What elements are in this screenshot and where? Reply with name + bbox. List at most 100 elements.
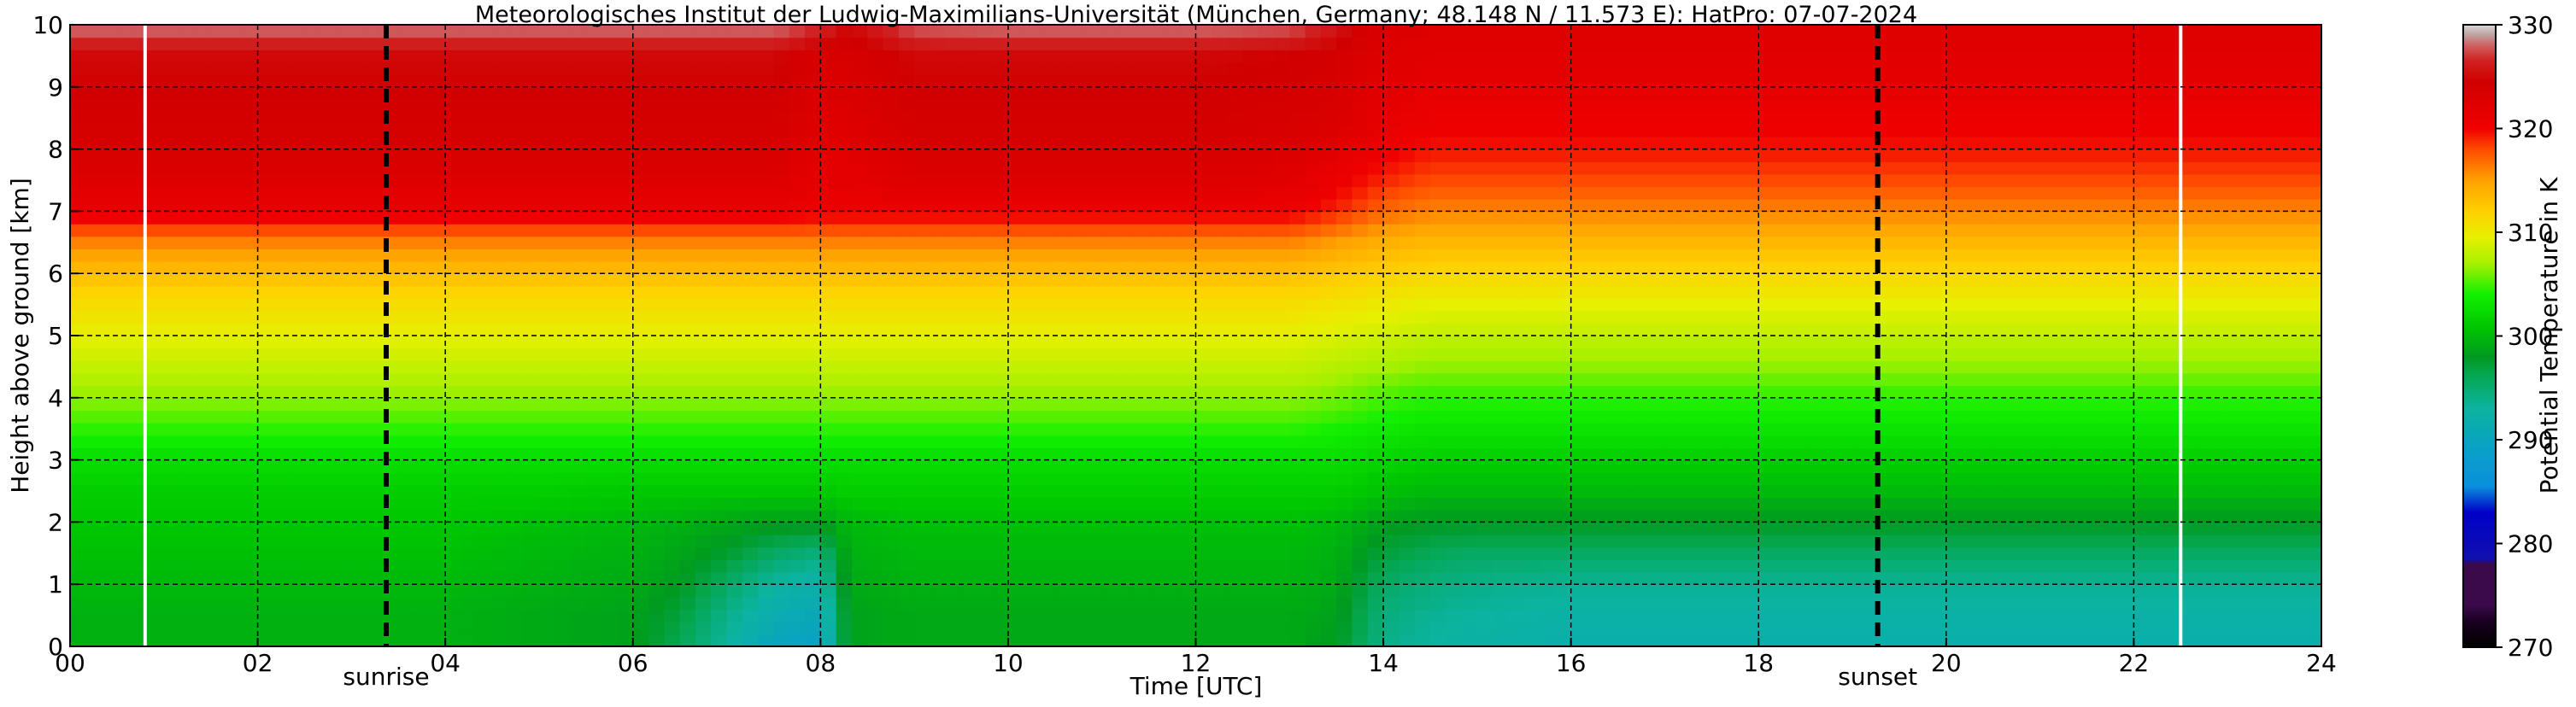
heatmap-cell: [1555, 111, 1572, 126]
heatmap-cell: [1493, 522, 1510, 535]
heatmap-cell: [523, 522, 540, 535]
heatmap-cell: [70, 522, 87, 535]
heatmap-cell: [742, 410, 759, 424]
heatmap-cell: [726, 149, 743, 162]
heatmap-cell: [195, 397, 212, 412]
heatmap-cell: [351, 248, 368, 262]
heatmap-cell: [898, 99, 915, 113]
heatmap-cell: [555, 571, 572, 585]
heatmap-cell: [648, 74, 666, 88]
heatmap-cell: [1399, 236, 1416, 249]
heatmap-cell: [1086, 173, 1103, 188]
heatmap-cell: [273, 459, 290, 473]
heatmap-cell: [1054, 609, 1071, 622]
heatmap-cell: [461, 50, 478, 63]
heatmap-cell: [1258, 472, 1275, 486]
heatmap-cell: [1461, 260, 1478, 274]
heatmap-cell: [1461, 621, 1478, 635]
heatmap-cell: [1523, 634, 1540, 646]
heatmap-cell: [257, 37, 274, 50]
heatmap-cell: [632, 459, 649, 473]
heatmap-cell: [320, 74, 337, 88]
heatmap-cell: [945, 285, 962, 300]
heatmap-cell: [461, 397, 478, 412]
heatmap-cell: [1399, 584, 1416, 598]
heatmap-cell: [1273, 198, 1291, 213]
heatmap-cell: [1164, 422, 1181, 436]
heatmap-cell: [585, 546, 602, 560]
heatmap-cell: [336, 410, 353, 424]
heatmap-cell: [273, 111, 290, 126]
heatmap-cell: [742, 472, 759, 486]
heatmap-cell: [1227, 273, 1244, 287]
heatmap-cell: [1227, 509, 1244, 523]
heatmap-cell: [555, 211, 572, 225]
heatmap-cell: [1039, 149, 1056, 162]
heatmap-cell: [773, 186, 790, 200]
heatmap-cell: [1570, 25, 1587, 38]
heatmap-cell: [1101, 385, 1118, 399]
heatmap-cell: [1461, 74, 1478, 88]
heatmap-cell: [648, 559, 666, 573]
heatmap-cell: [1570, 534, 1587, 548]
heatmap-cell: [163, 596, 180, 611]
heatmap-cell: [679, 385, 696, 399]
heatmap-cell: [1461, 99, 1478, 113]
heatmap-cell: [555, 198, 572, 213]
heatmap-cell: [945, 37, 962, 50]
heatmap-cell: [336, 621, 353, 635]
heatmap-cell: [304, 236, 321, 249]
heatmap-cell: [492, 173, 509, 188]
heatmap-cell: [538, 360, 556, 374]
heatmap-cell: [351, 336, 368, 349]
heatmap-cell: [1602, 348, 1619, 361]
heatmap-cell: [601, 546, 619, 560]
heatmap-cell: [742, 509, 759, 523]
heatmap-cell: [1508, 546, 1525, 560]
heatmap-cell: [585, 509, 602, 523]
heatmap-cell: [289, 484, 306, 499]
heatmap-cell: [1007, 111, 1025, 126]
heatmap-cell: [179, 37, 197, 50]
heatmap-cell: [961, 37, 978, 50]
heatmap-cell: [195, 422, 212, 436]
heatmap-cell: [1242, 198, 1259, 213]
heatmap-cell: [320, 348, 337, 361]
heatmap-cell: [195, 86, 212, 101]
heatmap-cell: [101, 186, 118, 200]
heatmap-cell: [1258, 546, 1275, 560]
heatmap-cell: [851, 571, 869, 585]
heatmap-cell: [210, 86, 227, 101]
heatmap-cell: [1446, 173, 1463, 188]
heatmap-cell: [461, 298, 478, 312]
heatmap-cell: [914, 137, 931, 150]
heatmap-cell: [961, 336, 978, 349]
heatmap-cell: [1133, 634, 1150, 646]
heatmap-cell: [1054, 198, 1071, 213]
heatmap-cell: [805, 37, 822, 50]
heatmap-cell: [1493, 484, 1510, 499]
heatmap-cell: [414, 571, 431, 585]
heatmap-cell: [742, 137, 759, 150]
heatmap-cell: [961, 298, 978, 312]
heatmap-cell: [726, 25, 743, 38]
heatmap-cell: [492, 124, 509, 137]
heatmap-cell: [1540, 360, 1557, 374]
heatmap-cell: [1602, 74, 1619, 88]
heatmap-cell: [179, 435, 197, 448]
heatmap-cell: [210, 323, 227, 336]
heatmap-cell: [320, 273, 337, 287]
heatmap-cell: [1195, 99, 1212, 113]
heatmap-cell: [1476, 559, 1493, 573]
heatmap-cell: [1118, 198, 1135, 213]
heatmap-cell: [1242, 336, 1259, 349]
heatmap-cell: [523, 25, 540, 38]
heatmap-cell: [914, 609, 931, 622]
heatmap-cell: [148, 336, 165, 349]
heatmap-cell: [163, 37, 180, 50]
heatmap-cell: [773, 484, 790, 499]
heatmap-cell: [1367, 509, 1384, 523]
heatmap-cell: [601, 410, 619, 424]
heatmap-cell: [585, 310, 602, 324]
heatmap-cell: [883, 459, 900, 473]
